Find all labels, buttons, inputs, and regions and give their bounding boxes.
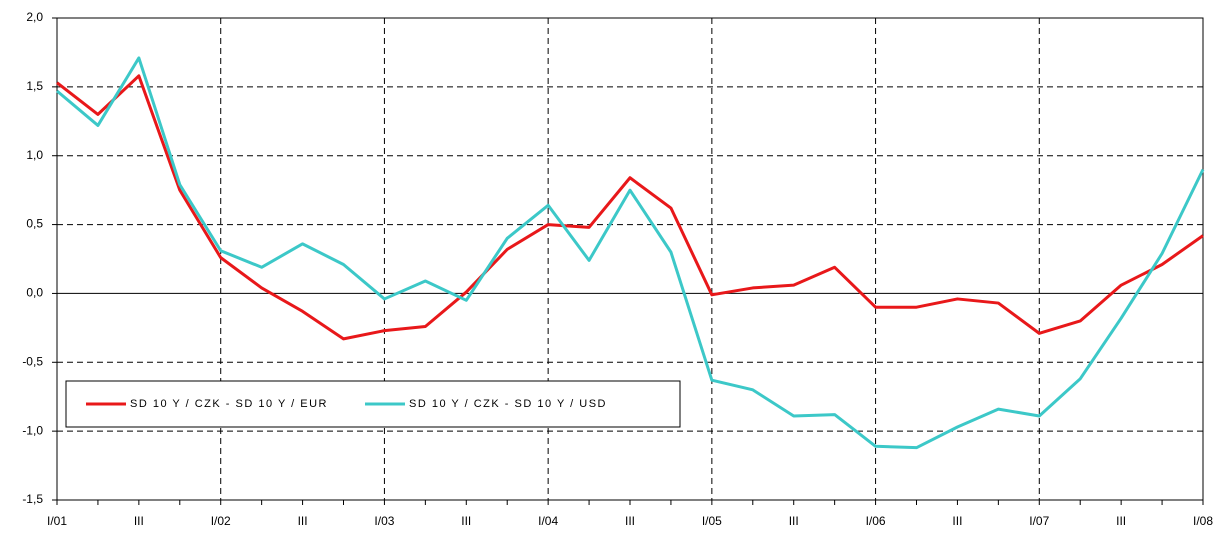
x-tick-label: III [1116, 514, 1126, 528]
x-tick-label: III [298, 514, 308, 528]
x-tick-label: I/03 [374, 514, 394, 528]
y-tick-label: 1,5 [26, 79, 43, 93]
y-tick-label: -1,5 [22, 492, 43, 506]
y-tick-label: 2,0 [26, 10, 43, 24]
x-tick-label: III [789, 514, 799, 528]
y-tick-label: 1,0 [26, 148, 43, 162]
series-line [56, 74, 1204, 341]
y-tick-label: -0,5 [22, 354, 43, 368]
x-tick-label: I/01 [47, 514, 67, 528]
x-tick-label: I/02 [211, 514, 231, 528]
x-tick-label: I/04 [538, 514, 558, 528]
x-tick-label: I/08 [1193, 514, 1213, 528]
plot-area [56, 17, 1204, 501]
x-tick-label: I/07 [1029, 514, 1049, 528]
x-tick-label: III [461, 514, 471, 528]
x-tick-label: III [625, 514, 635, 528]
y-tick-label: -1,0 [22, 423, 43, 437]
x-tick-label: I/05 [702, 514, 722, 528]
x-tick-label: I/06 [866, 514, 886, 528]
legend-label: SD 10 Y / CZK - SD 10 Y / USD [409, 398, 607, 410]
x-tick-label: III [952, 514, 962, 528]
x-tick-label: III [134, 514, 144, 528]
y-tick-label: 0,0 [26, 286, 43, 300]
series-line [56, 56, 1205, 450]
y-tick-label: 0,5 [26, 217, 43, 231]
legend-label: SD 10 Y / CZK - SD 10 Y / EUR [130, 398, 328, 410]
